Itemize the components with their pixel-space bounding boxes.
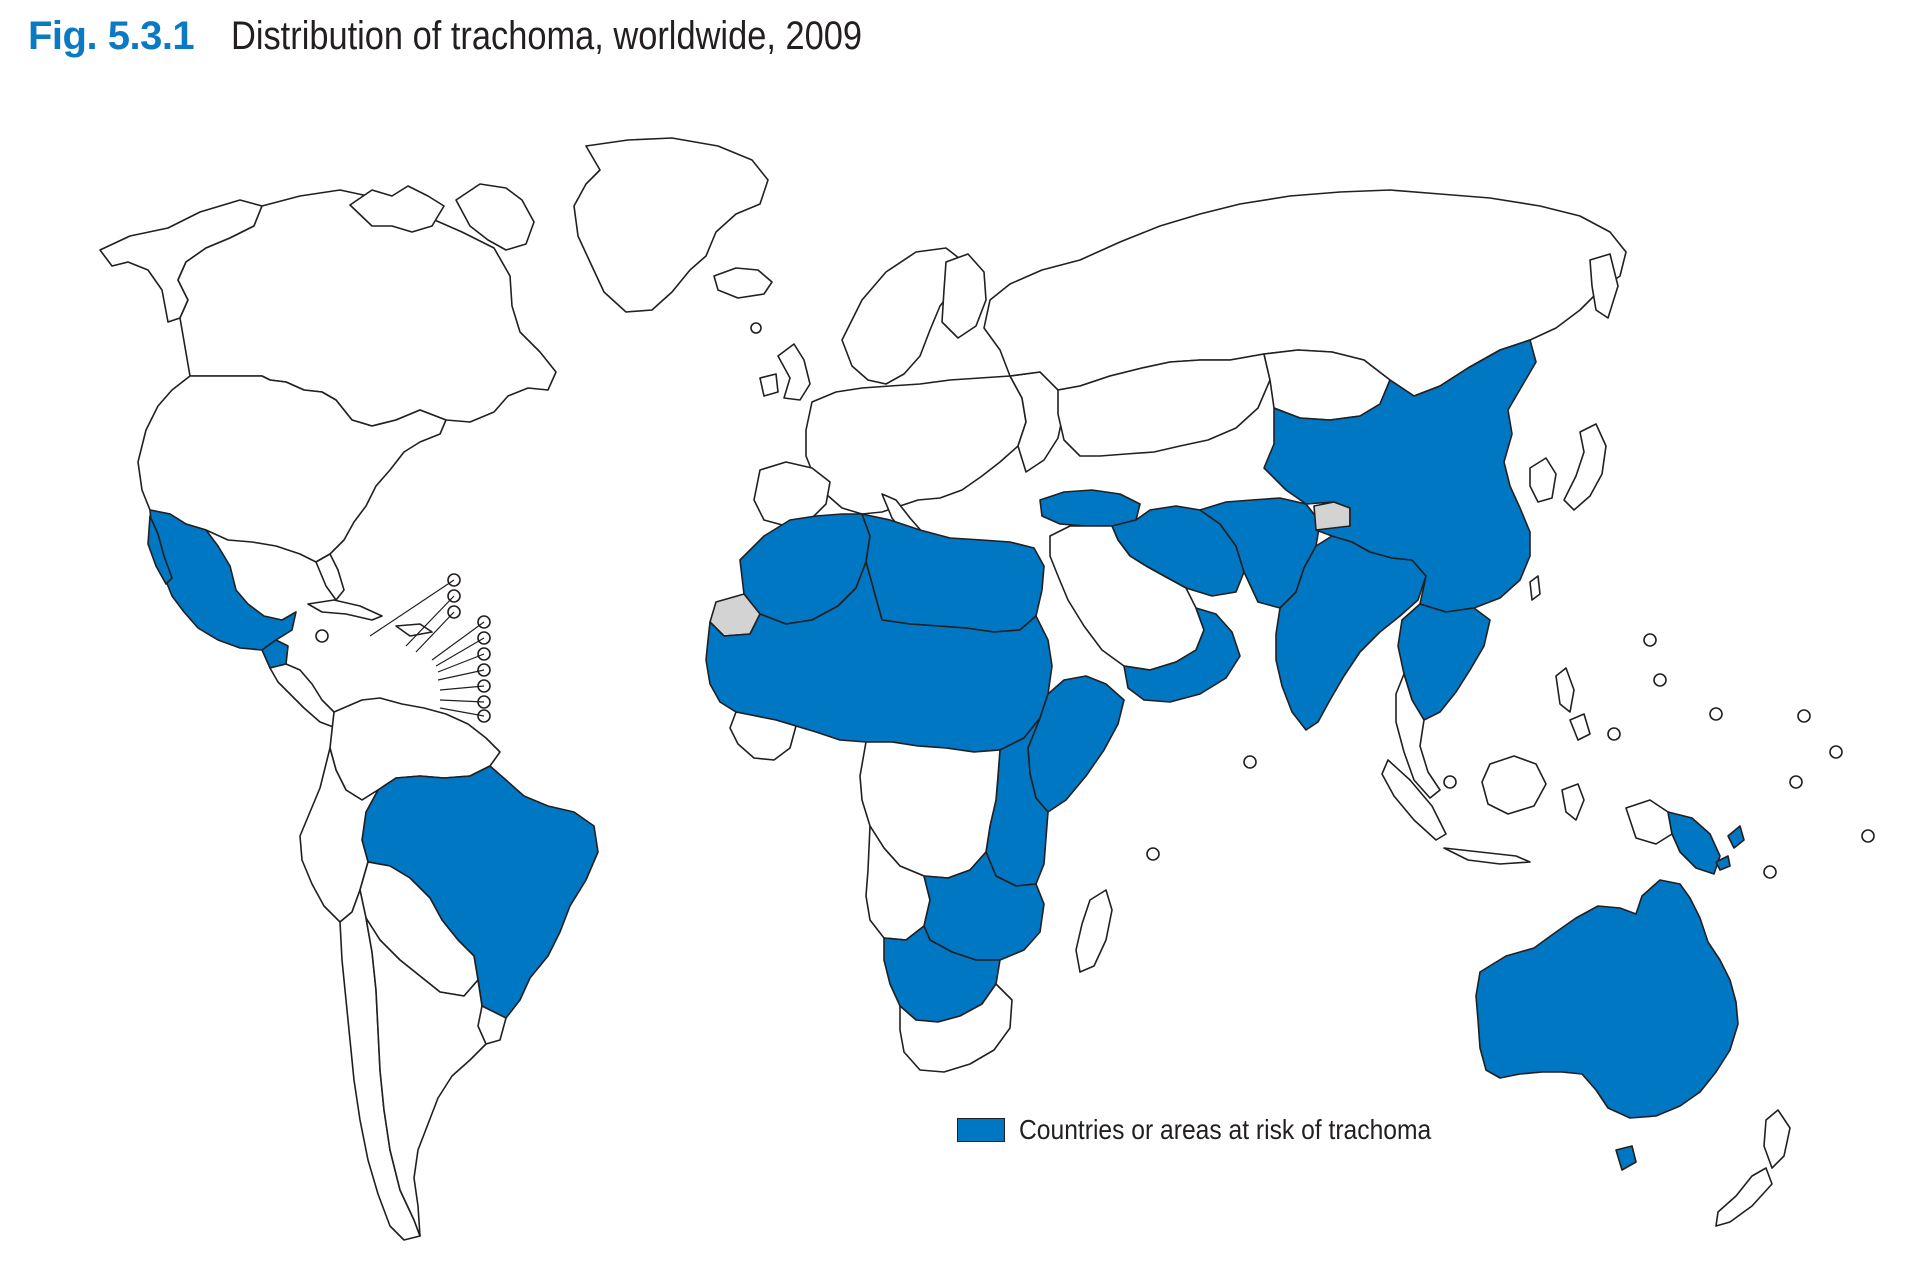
solomon-islands [1715,825,1745,871]
china [1263,339,1537,613]
myanmar-lao-vietnam-cambodia [1397,603,1491,721]
sumatra [1381,759,1447,841]
map-legend: Countries or areas at risk of trachoma [957,1114,1487,1146]
borneo [1481,755,1547,815]
madagascar [1075,889,1113,973]
tasmania [1615,1145,1637,1171]
cuba [307,599,383,621]
canadian-arctic-islands [349,185,445,233]
florida [315,553,345,601]
kazakhstan-central-asia [1057,353,1271,457]
iceland [713,267,773,299]
new-guinea-west [1625,799,1673,845]
philippines [1555,667,1591,741]
uruguay [477,1005,507,1045]
western-central-europe [805,375,1027,515]
hispaniola [395,623,433,637]
island-leader-lines [369,579,485,717]
mexico [149,509,297,651]
legend-swatch-risk [957,1118,1005,1142]
uk-ireland [759,343,811,401]
papua-new-guinea [1667,811,1721,875]
new-zealand-south [1715,1167,1773,1227]
sulawesi [1561,783,1585,821]
japan [1563,423,1607,511]
australia [1475,879,1739,1119]
kamchatka [1589,253,1619,319]
thailand-malaysia [1395,673,1441,799]
new-zealand-north [1763,1109,1791,1169]
greenland [573,137,769,313]
figure-number: Fig. 5.3.1 [28,14,195,58]
korea [1529,457,1557,503]
guatemala [261,639,289,669]
turkey [1039,489,1141,527]
baffin-island [455,183,535,251]
iberia [753,461,831,527]
argentina [365,917,495,1237]
taiwan [1529,575,1541,601]
liberia-cote-divoire [729,711,797,761]
finland [941,253,987,339]
south-africa [899,983,1013,1073]
libya-egypt [861,513,1045,633]
scandinavia [841,247,965,385]
figure-title: Distribution of trachoma, worldwide, 200… [230,14,862,58]
usa [137,375,447,563]
yemen-oman [1123,607,1241,703]
baja-california [147,515,173,585]
legend-label-risk: Countries or areas at risk of trachoma [1019,1114,1432,1145]
java [1443,847,1531,865]
figure-header: Fig. 5.3.1 Distribution of trachoma, wor… [28,14,964,59]
